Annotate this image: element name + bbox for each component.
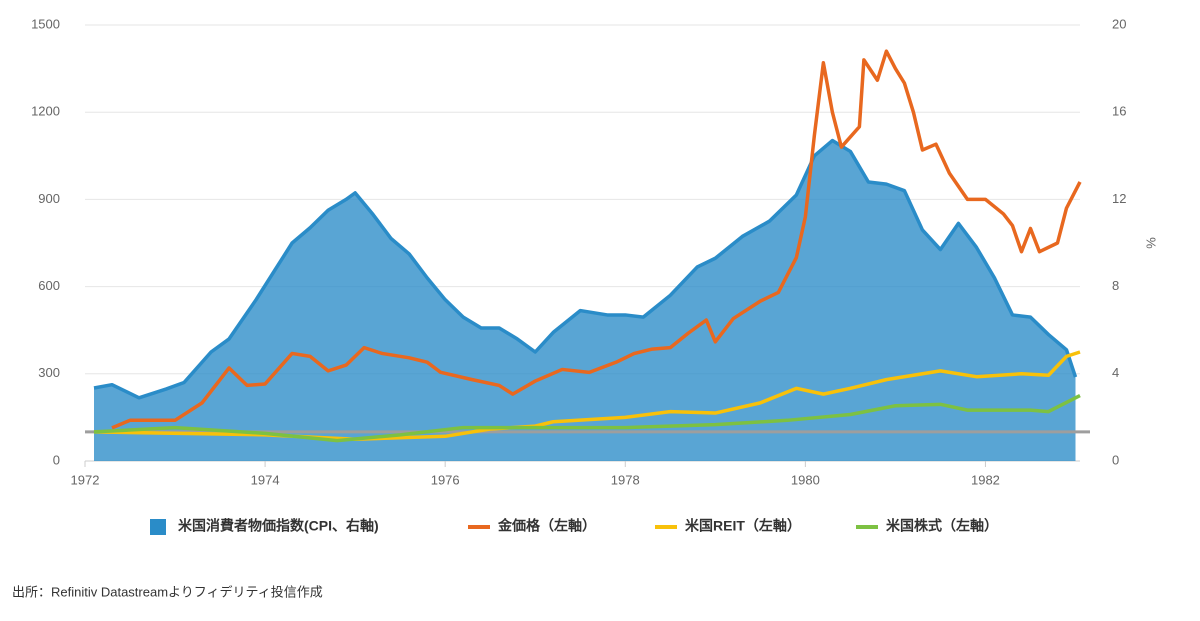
y2-tick-label: 0 xyxy=(1112,452,1119,467)
y2-tick-label: 12 xyxy=(1112,191,1126,206)
y-tick-label: 1500 xyxy=(31,16,60,31)
x-tick-label: 1978 xyxy=(611,472,640,487)
x-tick-label: 1974 xyxy=(251,472,280,487)
y2-tick-label: 20 xyxy=(1112,16,1126,31)
x-tick-label: 1976 xyxy=(431,472,460,487)
legend: 米国消費者物価指数(CPI、右軸) 金価格（左軸） 米国REIT（左軸） 米国株式（左… xyxy=(150,518,998,535)
x-tick-label: 1980 xyxy=(791,472,820,487)
legend-label: 金価格（左軸） xyxy=(497,518,596,534)
y2-tick-label: 4 xyxy=(1112,365,1119,380)
line xyxy=(93,394,1081,443)
area-edge xyxy=(93,138,1078,400)
y2-axis-label: % xyxy=(1143,237,1158,249)
y-tick-label: 900 xyxy=(38,191,60,206)
x-tick-label: 1972 xyxy=(71,472,100,487)
y-tick-label: 1200 xyxy=(31,104,60,119)
area xyxy=(94,140,1076,462)
y-tick-label: 300 xyxy=(38,365,60,380)
y2-tick-label: 16 xyxy=(1112,104,1126,119)
legend-label: 米国REIT（左軸） xyxy=(685,518,801,534)
legend-label: 米国消費者物価指数(CPI、右軸) xyxy=(178,518,379,534)
line xyxy=(93,350,1081,441)
line xyxy=(111,49,1082,430)
source-note: 出所：Refinitiv Datastreamよりフィデリティ投信作成 xyxy=(12,584,323,599)
y-tick-label: 600 xyxy=(38,278,60,293)
y-tick-label: 0 xyxy=(53,452,60,467)
legend-label: 米国株式（左軸） xyxy=(886,518,998,534)
legend-swatch xyxy=(150,519,166,535)
y2-tick-label: 8 xyxy=(1112,278,1119,293)
x-tick-label: 1982 xyxy=(971,472,1000,487)
